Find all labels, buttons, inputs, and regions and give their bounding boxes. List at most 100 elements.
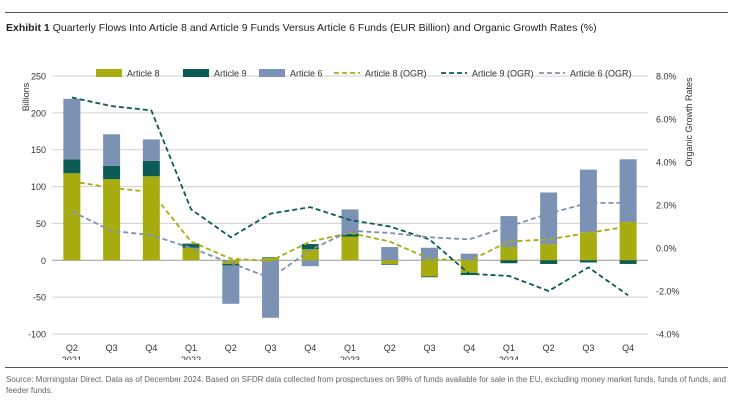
line-article-9-ogr: [71, 96, 629, 297]
legend-label: Article 6: [290, 69, 323, 79]
quarter-label: Q3: [423, 343, 435, 353]
bar-article-6: [301, 260, 319, 267]
bar-article-8: [460, 260, 478, 273]
bar-article-8: [619, 221, 637, 261]
quarter-label: Q1: [503, 343, 515, 353]
bar-article-8: [103, 179, 121, 261]
flows-chart: -100 -50 0 50 100 150 200 250 -4.0% -2.0% 0.0% 2.0…: [21, 69, 694, 361]
legend-label: Article 6 (OGR): [570, 69, 632, 79]
right-tick-label: 8.0%: [656, 72, 677, 82]
bar-article-9: [103, 165, 121, 180]
bar-article-6: [63, 98, 81, 160]
right-tick-label: 2.0%: [656, 201, 677, 211]
line-series: [71, 96, 629, 297]
bar-article-6: [142, 139, 160, 161]
bar-article-8: [262, 258, 280, 261]
bar-article-6: [222, 265, 240, 304]
bar-article-9: [420, 276, 438, 278]
exhibit-label: Exhibit 1: [6, 22, 50, 34]
source-note: Source: Morningstar Direct. Data as of D…: [6, 375, 726, 395]
right-tick-label: 6.0%: [656, 115, 677, 125]
left-axis: -100 -50 0 50 100 150 200 250: [28, 72, 46, 340]
legend-swatch: [183, 69, 209, 77]
bar-article-6: [381, 247, 399, 261]
quarter-label: Q1: [185, 343, 197, 353]
bar-article-9: [619, 260, 637, 264]
bar-article-6: [619, 159, 637, 222]
bar-article-9: [540, 260, 558, 264]
bar-article-9: [301, 244, 319, 250]
bar-article-9: [142, 160, 160, 177]
legend-swatch: [259, 69, 285, 77]
quarter-label: Q3: [582, 343, 594, 353]
bar-article-8: [63, 173, 81, 261]
chart-title: Exhibit 1 Quarterly Flows Into Article 8…: [6, 22, 597, 34]
bar-article-8: [341, 236, 359, 261]
bar-article-8: [182, 247, 200, 261]
title-text: Quarterly Flows Into Article 8 and Artic…: [52, 22, 597, 34]
right-axis-label: Organic Growth Rates: [684, 77, 694, 167]
quarter-label: Q1: [344, 343, 356, 353]
left-axis-label: Billions: [21, 82, 31, 111]
bar-article-8: [540, 244, 558, 261]
gridlines: [52, 75, 648, 335]
bar-article-6: [420, 247, 438, 261]
quarter-label: Q2: [543, 343, 555, 353]
x-axis: Q2 Q3 Q4 Q1 Q2 Q3 Q4 Q1 Q2 Q3 Q4 Q1 Q2 Q3 Q4 2021 2022 20…: [62, 343, 634, 360]
footer-rule: [5, 367, 728, 368]
bar-article-8: [142, 176, 160, 261]
left-tick-label: 50: [36, 219, 46, 229]
bar-article-9: [579, 260, 597, 263]
line-article-8-ogr: [71, 180, 629, 262]
bar-article-9: [381, 263, 399, 265]
left-tick-label: 150: [31, 145, 46, 155]
quarter-label: Q2: [225, 343, 237, 353]
year-label: 2022: [181, 355, 201, 360]
left-tick-label: 250: [31, 72, 46, 82]
quarter-label: Q4: [463, 343, 475, 353]
legend-label: Article 8: [127, 69, 160, 79]
bar-article-9: [341, 233, 359, 237]
bar-article-9: [262, 257, 280, 259]
legend-label: Article 8 (OGR): [365, 69, 427, 79]
bar-article-8: [420, 260, 438, 277]
legend: Article 8 Article 9 Article 6 Article 8 (OG…: [96, 69, 632, 79]
bar-article-8: [301, 249, 319, 261]
bar-article-6: [579, 169, 597, 233]
quarter-label: Q3: [106, 343, 118, 353]
quarter-label: Q4: [145, 343, 157, 353]
left-tick-label: 200: [31, 108, 46, 118]
bar-article-8: [579, 232, 597, 261]
title-rule: [5, 12, 728, 13]
year-label: 2021: [62, 355, 82, 360]
year-label: 2024: [499, 355, 519, 360]
left-tick-label: -100: [28, 330, 46, 340]
bar-article-8: [381, 260, 399, 264]
legend-label: Article 9: [214, 69, 247, 79]
bar-article-9: [500, 260, 518, 264]
right-tick-label: 4.0%: [656, 158, 677, 168]
quarter-label: Q4: [622, 343, 634, 353]
legend-swatch: [96, 69, 122, 77]
bar-article-6: [262, 260, 280, 318]
bar-article-6: [460, 253, 478, 261]
quarter-label: Q4: [304, 343, 316, 353]
right-axis: -4.0% -2.0% 0.0% 2.0% 4.0% 6.0% 8.0%: [656, 72, 680, 340]
quarter-label: Q2: [384, 343, 396, 353]
line-article-6-ogr: [71, 201, 629, 280]
right-tick-label: -2.0%: [656, 287, 680, 297]
bar-series: [63, 98, 637, 318]
quarter-label: Q2: [66, 343, 78, 353]
bar-article-9: [222, 263, 240, 266]
bar-article-6: [540, 192, 558, 245]
bar-article-6: [341, 209, 359, 234]
right-tick-label: -4.0%: [656, 330, 680, 340]
right-tick-label: 0.0%: [656, 244, 677, 254]
bar-article-6: [182, 243, 200, 245]
bar-article-6: [500, 216, 518, 248]
left-tick-label: 0: [41, 256, 46, 266]
bar-article-8: [500, 247, 518, 261]
bar-article-9: [182, 244, 200, 248]
year-label: 2023: [340, 355, 360, 360]
